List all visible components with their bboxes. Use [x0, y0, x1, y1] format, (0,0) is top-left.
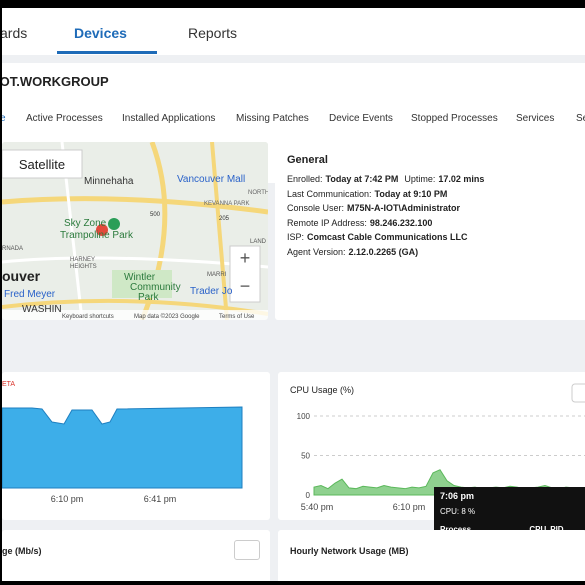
general-label: ISP: — [287, 232, 305, 242]
map-label: Wintler — [124, 272, 156, 283]
general-row: Console User: M75N-A-IOT\Administrator — [287, 201, 490, 216]
left-chart: ETA 6:10 pm 6:41 pm — [2, 381, 243, 504]
map-label: 500 — [150, 212, 161, 218]
x-tick-label: 5:40 pm — [301, 502, 334, 512]
x-tick-label: 6:10 pm — [51, 494, 84, 504]
general-value: Today at 7:42 PM — [325, 174, 399, 184]
map-label: ouver — [2, 268, 41, 284]
left-area — [2, 406, 243, 489]
general-value: 2.12.0.2265 (GA) — [348, 246, 419, 257]
app: ards Devices Reports IOT.WORKGROUP e Acti… — [2, 8, 585, 581]
map-label: RNADA — [2, 246, 23, 252]
tab[interactable]: Services — [516, 113, 555, 124]
y-tick-label: 0 — [306, 491, 311, 500]
general-label: Console User: — [287, 203, 345, 213]
general-row: Remote IP Address: 98.246.232.100 — [287, 216, 490, 231]
map-label: Sky Zone — [64, 218, 107, 229]
map-label: HARNEY — [70, 257, 95, 263]
tab[interactable]: e — [2, 113, 6, 124]
tooltip-time: 7:06 pm — [440, 491, 475, 501]
map-label: Vancouver Mall — [177, 174, 245, 185]
left-chart-panel: ETA 6:10 pm 6:41 pm — [2, 372, 270, 520]
tab[interactable]: Active Processes — [26, 113, 103, 124]
panel-title: ge (Mb/s) — [2, 546, 42, 556]
bottom-left-panel: ge (Mb/s) — [2, 530, 270, 581]
panel-title: Hourly Network Usage (MB) — [290, 546, 409, 556]
y-tick-label: 100 — [297, 412, 311, 421]
x-tick-label: 6:41 pm — [144, 494, 177, 504]
map-label: KEVANNA PARK — [204, 201, 249, 207]
nav-item[interactable]: Devices — [74, 25, 127, 41]
tab[interactable]: Missing Patches — [236, 113, 309, 124]
map-label: Park — [138, 292, 160, 303]
general-label: Uptime: — [404, 174, 436, 184]
general-row: Enrolled: Today at 7:42 PM Uptime: 17.02 mi… — [287, 172, 490, 187]
general-row: Agent Version: 2.12.0.2265 (GA) — [287, 245, 490, 260]
general-value: 98.246.232.100 — [369, 217, 433, 228]
map-label: MARRI — [207, 272, 227, 278]
tab[interactable]: Stopped Processes — [411, 113, 498, 124]
y-tick-label: 50 — [301, 452, 310, 461]
map-button[interactable]: Satellite — [19, 157, 65, 172]
map-label: NORTH — [248, 190, 268, 196]
general-label: Remote IP Address: — [287, 217, 367, 228]
top-nav: ards Devices Reports — [2, 8, 585, 55]
general-label: Last Communication: — [287, 188, 372, 199]
map-footer: Keyboard shortcuts — [62, 314, 114, 320]
tab[interactable]: Installed Applications — [122, 113, 216, 124]
bell-button[interactable] — [571, 383, 585, 403]
device-title: IOT.WORKGROUP — [2, 74, 109, 89]
column-header: Process — [440, 525, 529, 534]
bottom-right-panel: Hourly Network Usage (MB) — [278, 530, 585, 581]
tooltip-cpu: CPU: 8 % — [440, 507, 476, 516]
map-label: Minnehaha — [84, 176, 134, 187]
map-label: 205 — [219, 216, 230, 222]
map-footer: Map data ©2023 Google — [134, 313, 200, 320]
map-label: LAND — [250, 239, 267, 245]
column-header: PID — [550, 525, 572, 534]
general-label: Enrolled: — [287, 174, 323, 184]
general-value: M75N-A-IOT\Administrator — [347, 203, 461, 213]
map-label: Community — [130, 282, 181, 293]
general-rows: Enrolled: Today at 7:42 PM Uptime: 17.02 mi… — [287, 172, 490, 259]
general-row: Last Communication: Today at 9:10 PM — [287, 187, 490, 202]
zoom-in[interactable]: + — [240, 248, 251, 268]
general-row: ISP: Comcast Cable Communications LLC — [287, 230, 490, 245]
x-tick-label: 6:10 pm — [393, 502, 426, 512]
general-value: 17.02 mins — [438, 174, 485, 184]
general-value: Today at 9:10 PM — [374, 188, 448, 199]
badge: ETA — [2, 381, 15, 388]
general-panel: General Enrolled: Today at 7:42 PM Uptime:… — [275, 142, 585, 320]
zoom-out[interactable]: − — [240, 276, 251, 296]
chart-title: CPU Usage (%) — [290, 385, 354, 395]
nav-item[interactable]: ards — [2, 25, 28, 41]
bell-button[interactable] — [234, 540, 260, 560]
map-label: Fred Meyer — [4, 289, 56, 300]
map-label: HEIGHTS — [70, 264, 97, 270]
nav-underline — [57, 51, 157, 54]
map-label: Trampoline Park — [60, 230, 134, 241]
map-panel: Satellite + − Minnehaha Vancouver Mall NORTH K… — [2, 142, 268, 320]
general-label: Agent Version: — [287, 246, 346, 257]
tab[interactable]: Device Events — [329, 113, 393, 124]
map-label: WASHIN — [22, 304, 62, 315]
column-header: CPU — [529, 525, 550, 534]
map-label: Trader Jo — [190, 286, 233, 297]
nav-item[interactable]: Reports — [188, 25, 238, 41]
map-footer: Terms of Use — [219, 314, 255, 320]
general-value: Comcast Cable Communications LLC — [307, 232, 468, 242]
tab[interactable]: Se — [576, 113, 585, 124]
general-title: General — [287, 154, 328, 166]
